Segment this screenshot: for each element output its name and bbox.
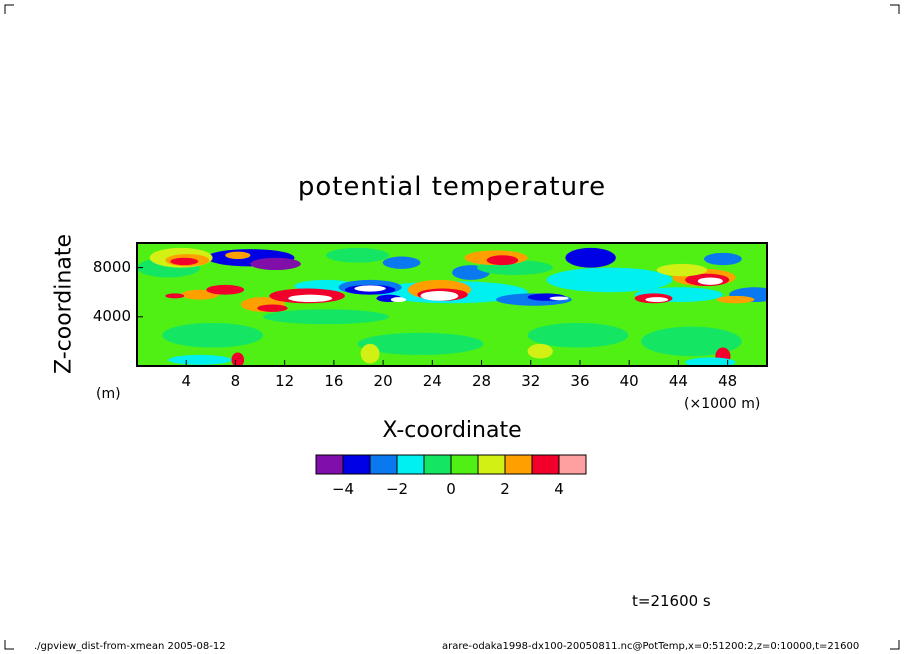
x-tick-label: 44 [668, 372, 688, 390]
colorbar-label: −4 [331, 480, 355, 498]
colorbar-label: 4 [554, 480, 564, 498]
x-tick-label: 16 [324, 372, 344, 390]
tick-marks [137, 267, 729, 366]
corner-marks [4, 4, 900, 650]
x-axis-unit: (×1000 m) [684, 396, 761, 412]
y-tick-label: 8000 [92, 257, 131, 276]
colorbar-swatch [477, 454, 506, 475]
plot-frame [136, 242, 768, 367]
colorbar-swatch [558, 454, 587, 475]
time-annotation: t=21600 s [632, 592, 711, 610]
colorbar-label: 2 [500, 480, 510, 498]
x-tick-label: 36 [570, 372, 590, 390]
y-axis-unit: (m) [96, 386, 121, 402]
x-tick-label: 48 [718, 372, 738, 390]
x-tick-label: 8 [230, 372, 241, 390]
colorbar-swatch [315, 454, 344, 475]
x-tick-label: 32 [521, 372, 541, 390]
colorbar-swatch [504, 454, 533, 475]
field-layer [137, 247, 767, 366]
colorbar-swatch [342, 454, 371, 475]
colorbar [315, 454, 587, 475]
colorbar-swatch [369, 454, 398, 475]
colorbar-swatch [423, 454, 452, 475]
footer-left: ./gpview_dist-from-xmean 2005-08-12 [34, 641, 226, 652]
colorbar-swatch [531, 454, 560, 475]
colorbar-label: 0 [446, 480, 456, 498]
colorbar-swatch [396, 454, 425, 475]
x-tick-label: 24 [422, 372, 442, 390]
x-tick-label: 12 [275, 372, 295, 390]
y-tick-label: 4000 [92, 306, 131, 325]
x-tick-label: 40 [619, 372, 639, 390]
chart-title: potential temperature [297, 172, 607, 202]
footer-right: arare-odaka1998-dx100-20050811.nc@PotTem… [442, 641, 860, 652]
y-axis-label: Z-coordinate [51, 234, 77, 374]
x-tick-label: 20 [373, 372, 393, 390]
x-tick-label: 4 [181, 372, 191, 390]
x-axis-label: X-coordinate [382, 418, 522, 443]
colorbar-label: −2 [385, 480, 409, 498]
colorbar-swatch [450, 454, 479, 475]
x-tick-label: 28 [471, 372, 492, 390]
